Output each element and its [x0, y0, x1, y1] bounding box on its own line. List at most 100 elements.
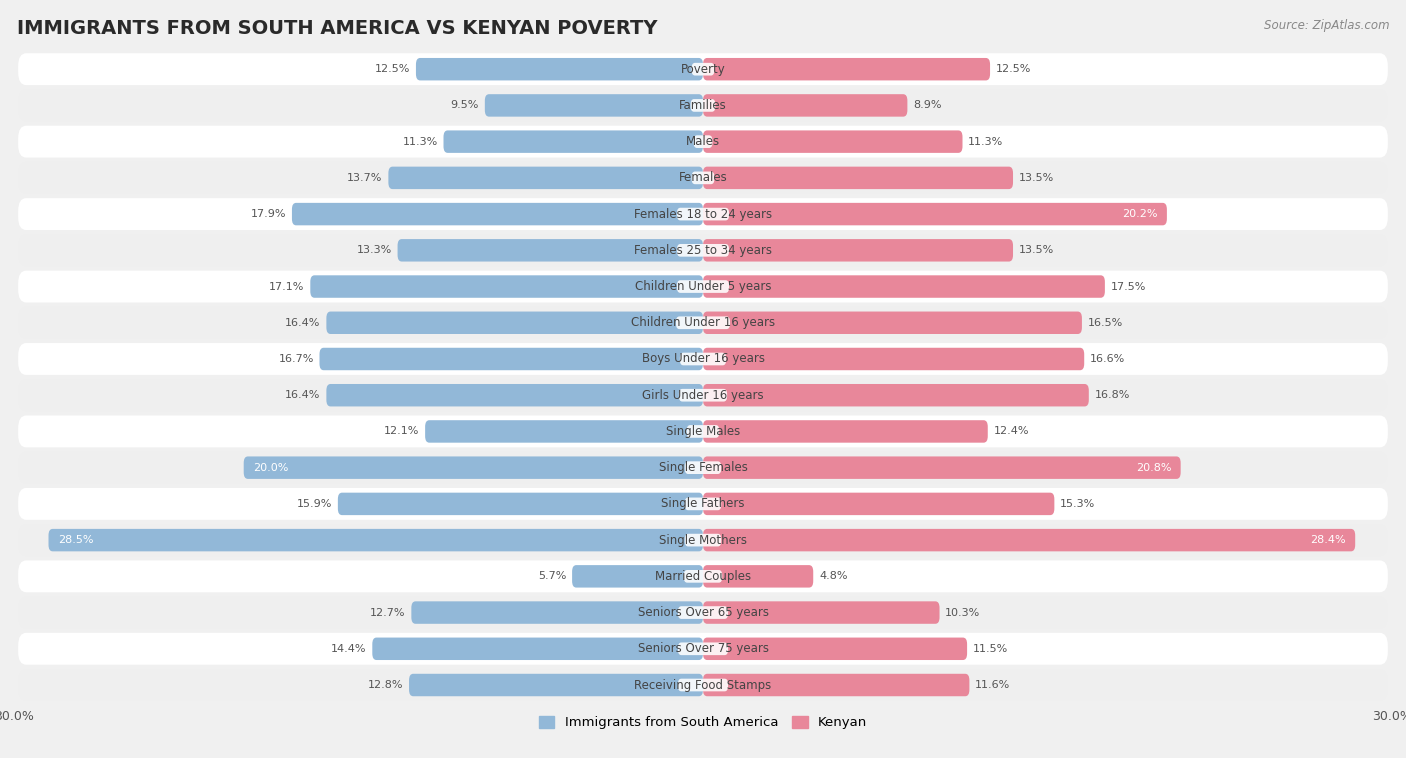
FancyBboxPatch shape — [388, 167, 703, 189]
FancyBboxPatch shape — [18, 452, 1388, 484]
FancyBboxPatch shape — [703, 493, 1054, 515]
Text: 13.5%: 13.5% — [1019, 246, 1054, 255]
Text: 15.9%: 15.9% — [297, 499, 332, 509]
FancyBboxPatch shape — [678, 643, 728, 655]
Text: Married Couples: Married Couples — [655, 570, 751, 583]
Text: 20.8%: 20.8% — [1136, 462, 1171, 473]
FancyBboxPatch shape — [243, 456, 703, 479]
FancyBboxPatch shape — [703, 384, 1088, 406]
Text: 17.9%: 17.9% — [250, 209, 287, 219]
FancyBboxPatch shape — [18, 525, 1388, 556]
FancyBboxPatch shape — [686, 425, 720, 438]
FancyBboxPatch shape — [416, 58, 703, 80]
FancyBboxPatch shape — [703, 275, 1105, 298]
FancyBboxPatch shape — [703, 203, 1167, 225]
Text: 16.5%: 16.5% — [1088, 318, 1123, 327]
FancyBboxPatch shape — [18, 89, 1388, 121]
Text: Single Males: Single Males — [666, 425, 740, 438]
Text: Poverty: Poverty — [681, 63, 725, 76]
Text: 9.5%: 9.5% — [451, 100, 479, 111]
FancyBboxPatch shape — [679, 389, 727, 402]
FancyBboxPatch shape — [48, 529, 703, 551]
FancyBboxPatch shape — [678, 606, 728, 619]
Text: 12.7%: 12.7% — [370, 608, 405, 618]
FancyBboxPatch shape — [18, 488, 1388, 520]
Text: Receiving Food Stamps: Receiving Food Stamps — [634, 678, 772, 691]
Text: 16.4%: 16.4% — [285, 390, 321, 400]
Text: 12.1%: 12.1% — [384, 427, 419, 437]
FancyBboxPatch shape — [703, 456, 1181, 479]
FancyBboxPatch shape — [18, 198, 1388, 230]
FancyBboxPatch shape — [337, 493, 703, 515]
FancyBboxPatch shape — [485, 94, 703, 117]
FancyBboxPatch shape — [398, 239, 703, 262]
Text: Boys Under 16 years: Boys Under 16 years — [641, 352, 765, 365]
FancyBboxPatch shape — [18, 415, 1388, 447]
Text: 11.6%: 11.6% — [976, 680, 1011, 690]
Legend: Immigrants from South America, Kenyan: Immigrants from South America, Kenyan — [533, 710, 873, 735]
Text: 20.2%: 20.2% — [1122, 209, 1157, 219]
Text: Children Under 16 years: Children Under 16 years — [631, 316, 775, 329]
Text: Single Fathers: Single Fathers — [661, 497, 745, 510]
FancyBboxPatch shape — [18, 126, 1388, 158]
Text: 17.1%: 17.1% — [269, 281, 305, 292]
Text: Females 18 to 24 years: Females 18 to 24 years — [634, 208, 772, 221]
FancyBboxPatch shape — [326, 312, 703, 334]
FancyBboxPatch shape — [319, 348, 703, 370]
FancyBboxPatch shape — [690, 99, 716, 111]
Text: 28.4%: 28.4% — [1310, 535, 1346, 545]
Text: Females 25 to 34 years: Females 25 to 34 years — [634, 244, 772, 257]
Text: Single Mothers: Single Mothers — [659, 534, 747, 547]
FancyBboxPatch shape — [409, 674, 703, 697]
Text: Children Under 5 years: Children Under 5 years — [634, 280, 772, 293]
Text: 12.8%: 12.8% — [368, 680, 404, 690]
FancyBboxPatch shape — [18, 343, 1388, 375]
FancyBboxPatch shape — [18, 271, 1388, 302]
Text: 16.8%: 16.8% — [1094, 390, 1130, 400]
FancyBboxPatch shape — [373, 637, 703, 660]
FancyBboxPatch shape — [425, 420, 703, 443]
FancyBboxPatch shape — [703, 167, 1012, 189]
Text: 12.4%: 12.4% — [994, 427, 1029, 437]
Text: 11.5%: 11.5% — [973, 644, 1008, 654]
Text: Seniors Over 65 years: Seniors Over 65 years — [637, 606, 769, 619]
FancyBboxPatch shape — [703, 674, 969, 697]
FancyBboxPatch shape — [703, 420, 988, 443]
FancyBboxPatch shape — [326, 384, 703, 406]
FancyBboxPatch shape — [443, 130, 703, 153]
FancyBboxPatch shape — [703, 348, 1084, 370]
FancyBboxPatch shape — [681, 352, 725, 365]
FancyBboxPatch shape — [703, 239, 1012, 262]
Text: 17.5%: 17.5% — [1111, 281, 1146, 292]
FancyBboxPatch shape — [703, 312, 1083, 334]
Text: 15.3%: 15.3% — [1060, 499, 1095, 509]
FancyBboxPatch shape — [692, 63, 714, 76]
FancyBboxPatch shape — [311, 275, 703, 298]
Text: IMMIGRANTS FROM SOUTH AMERICA VS KENYAN POVERTY: IMMIGRANTS FROM SOUTH AMERICA VS KENYAN … — [17, 19, 658, 38]
FancyBboxPatch shape — [412, 601, 703, 624]
FancyBboxPatch shape — [18, 162, 1388, 194]
Text: 13.7%: 13.7% — [347, 173, 382, 183]
Text: 12.5%: 12.5% — [375, 64, 411, 74]
Text: 4.8%: 4.8% — [818, 572, 848, 581]
Text: 28.5%: 28.5% — [58, 535, 93, 545]
Text: Females: Females — [679, 171, 727, 184]
FancyBboxPatch shape — [703, 529, 1355, 551]
FancyBboxPatch shape — [703, 130, 963, 153]
Text: Males: Males — [686, 135, 720, 148]
FancyBboxPatch shape — [703, 94, 907, 117]
Text: 11.3%: 11.3% — [402, 136, 437, 146]
FancyBboxPatch shape — [18, 669, 1388, 701]
FancyBboxPatch shape — [18, 597, 1388, 628]
FancyBboxPatch shape — [685, 534, 721, 547]
Text: 11.3%: 11.3% — [969, 136, 1004, 146]
FancyBboxPatch shape — [676, 244, 730, 257]
Text: Single Females: Single Females — [658, 461, 748, 475]
FancyBboxPatch shape — [572, 565, 703, 587]
FancyBboxPatch shape — [685, 497, 721, 510]
Text: 12.5%: 12.5% — [995, 64, 1031, 74]
Text: 5.7%: 5.7% — [538, 572, 567, 581]
FancyBboxPatch shape — [676, 316, 730, 329]
Text: 8.9%: 8.9% — [912, 100, 942, 111]
FancyBboxPatch shape — [18, 307, 1388, 339]
